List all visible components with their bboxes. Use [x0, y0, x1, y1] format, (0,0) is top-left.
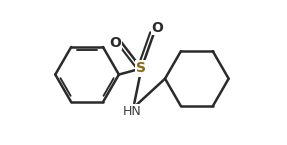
Text: HN: HN	[123, 105, 141, 118]
Text: S: S	[136, 61, 146, 75]
Text: O: O	[109, 36, 121, 50]
Text: O: O	[151, 21, 163, 35]
